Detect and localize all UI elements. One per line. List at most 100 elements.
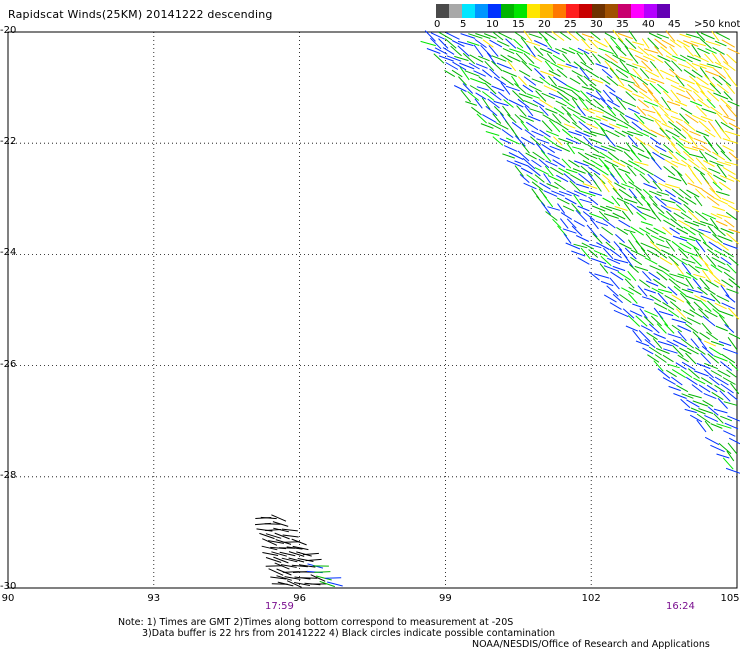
wind-barb	[548, 92, 563, 100]
wind-barb	[442, 47, 455, 55]
wind-barb	[520, 120, 529, 132]
x-tick-label: 102	[581, 593, 601, 604]
wind-barb	[676, 92, 691, 100]
wind-barb	[629, 53, 639, 64]
wind-barb	[707, 142, 719, 155]
wind-barb	[720, 175, 735, 182]
wind-barb	[282, 534, 299, 538]
wind-barb	[639, 279, 651, 288]
wind-barb	[728, 278, 740, 289]
wind-barb	[507, 60, 517, 72]
wind-barb	[588, 138, 603, 144]
wind-barb	[703, 368, 714, 379]
wind-barb	[590, 31, 601, 41]
wind-barb	[516, 47, 531, 55]
wind-barb	[673, 285, 687, 297]
wind-barb	[274, 532, 290, 540]
wind-barb	[488, 122, 502, 130]
wind-barb	[630, 74, 640, 88]
wind-barb	[678, 137, 692, 145]
wind-barb	[688, 134, 698, 148]
wind-barb	[526, 174, 538, 183]
wind-barb	[662, 226, 673, 236]
wind-barb	[543, 194, 554, 208]
wind-barb	[493, 100, 509, 107]
wind-barb	[673, 262, 684, 275]
wind-barb	[534, 167, 549, 175]
wind-barb	[294, 582, 310, 586]
wind-barb	[586, 92, 601, 100]
wind-barb	[514, 83, 527, 94]
wind-barb	[668, 278, 681, 289]
wind-barb	[319, 580, 335, 588]
wind-barb	[541, 143, 555, 154]
wind-barb	[457, 45, 470, 57]
wind-barb	[665, 240, 676, 252]
wind-barb	[643, 48, 659, 54]
wind-barb	[647, 114, 662, 123]
legend-label-7: 35	[616, 19, 629, 30]
wind-barb	[603, 213, 619, 219]
wind-barb	[593, 145, 608, 152]
wind-barb	[562, 47, 576, 55]
wind-barb	[547, 206, 560, 211]
wind-barb	[704, 286, 716, 296]
wind-barb	[695, 130, 710, 137]
legend-label-9: 45	[668, 19, 681, 30]
wind-barb	[700, 115, 713, 122]
wind-barb	[675, 308, 687, 319]
wind-barb	[680, 212, 693, 220]
wind-barb	[726, 263, 737, 274]
wind-barb	[724, 219, 735, 228]
wind-barb	[633, 196, 644, 206]
wind-barb	[713, 413, 724, 424]
wind-barb	[641, 38, 650, 49]
wind-barb	[671, 324, 682, 333]
wind-barb	[438, 55, 454, 62]
wind-barb	[633, 167, 646, 175]
legend-swatch-13	[605, 4, 618, 18]
wind-barb	[451, 69, 463, 78]
wind-barb	[560, 212, 573, 220]
wind-barb	[286, 580, 302, 588]
wind-barb	[653, 333, 666, 339]
wind-barb	[506, 160, 522, 167]
wind-barb	[595, 90, 606, 102]
wind-barb	[695, 347, 706, 355]
wind-barb	[585, 99, 597, 108]
wind-barb	[576, 52, 587, 65]
wind-barb	[686, 83, 699, 94]
wind-barb	[671, 60, 683, 72]
wind-barb	[667, 309, 680, 318]
wind-barb	[537, 31, 549, 41]
wind-barb	[675, 362, 687, 370]
wind-barb	[639, 68, 650, 79]
wind-barb	[656, 191, 670, 196]
wind-barb	[474, 38, 487, 49]
wind-barb	[635, 188, 646, 199]
wind-barb	[551, 30, 565, 42]
wind-barb	[621, 210, 631, 222]
wind-barb	[566, 112, 577, 125]
wind-barb	[723, 91, 733, 101]
wind-barb	[517, 98, 530, 109]
wind-barb	[272, 521, 289, 527]
wind-barb	[588, 108, 604, 114]
wind-barb	[700, 295, 716, 302]
wind-barb	[503, 145, 518, 152]
wind-barb	[475, 63, 488, 69]
wind-barb	[618, 84, 633, 93]
wind-barb	[604, 159, 619, 168]
wind-barb	[635, 340, 650, 347]
wind-barb	[685, 33, 700, 39]
wind-barb	[708, 376, 720, 386]
wind-barb	[545, 160, 558, 167]
wind-barb	[709, 160, 724, 167]
wind-barb	[678, 248, 689, 259]
wind-barb	[640, 242, 656, 250]
wind-barb	[727, 74, 738, 88]
wind-barb	[555, 48, 567, 54]
wind-barb	[603, 247, 614, 260]
wind-barb	[670, 218, 684, 229]
wind-barb	[622, 69, 637, 78]
